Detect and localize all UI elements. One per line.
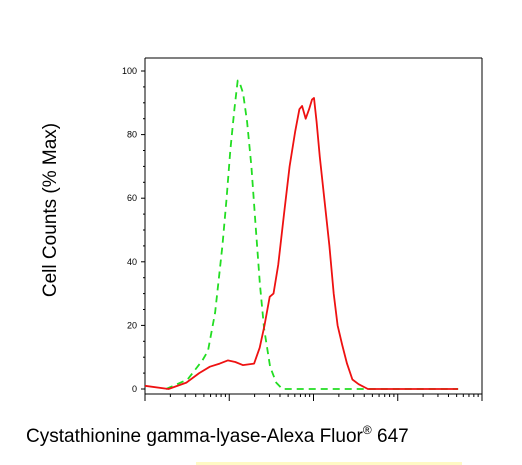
sample-histogram-line xyxy=(144,97,459,390)
x-axis xyxy=(144,394,483,401)
x-axis-title-suffix: 647 xyxy=(372,426,409,447)
x-axis-title: Cystathionine gamma-lyase-Alexa Fluor® 6… xyxy=(26,423,409,447)
y-tick-label-80: 80 xyxy=(127,130,137,140)
plot-frame xyxy=(144,57,483,395)
highlight-bar xyxy=(196,462,462,465)
series-layer xyxy=(144,79,459,390)
x-axis-title-main: Cystathionine gamma-lyase-Alexa Fluor xyxy=(26,426,364,447)
y-tick-label-100: 100 xyxy=(122,66,137,76)
y-tick-label-20: 20 xyxy=(127,320,137,330)
y-axis-title: Cell Counts (% Max) xyxy=(40,123,61,297)
y-tick-label-60: 60 xyxy=(127,193,137,203)
x-axis-title-superscript: ® xyxy=(363,423,372,437)
y-axis: 0 20 40 60 80 100 xyxy=(122,66,145,394)
control-histogram-line xyxy=(165,79,459,390)
y-tick-label-40: 40 xyxy=(127,257,137,267)
y-tick-label-0: 0 xyxy=(132,384,137,394)
